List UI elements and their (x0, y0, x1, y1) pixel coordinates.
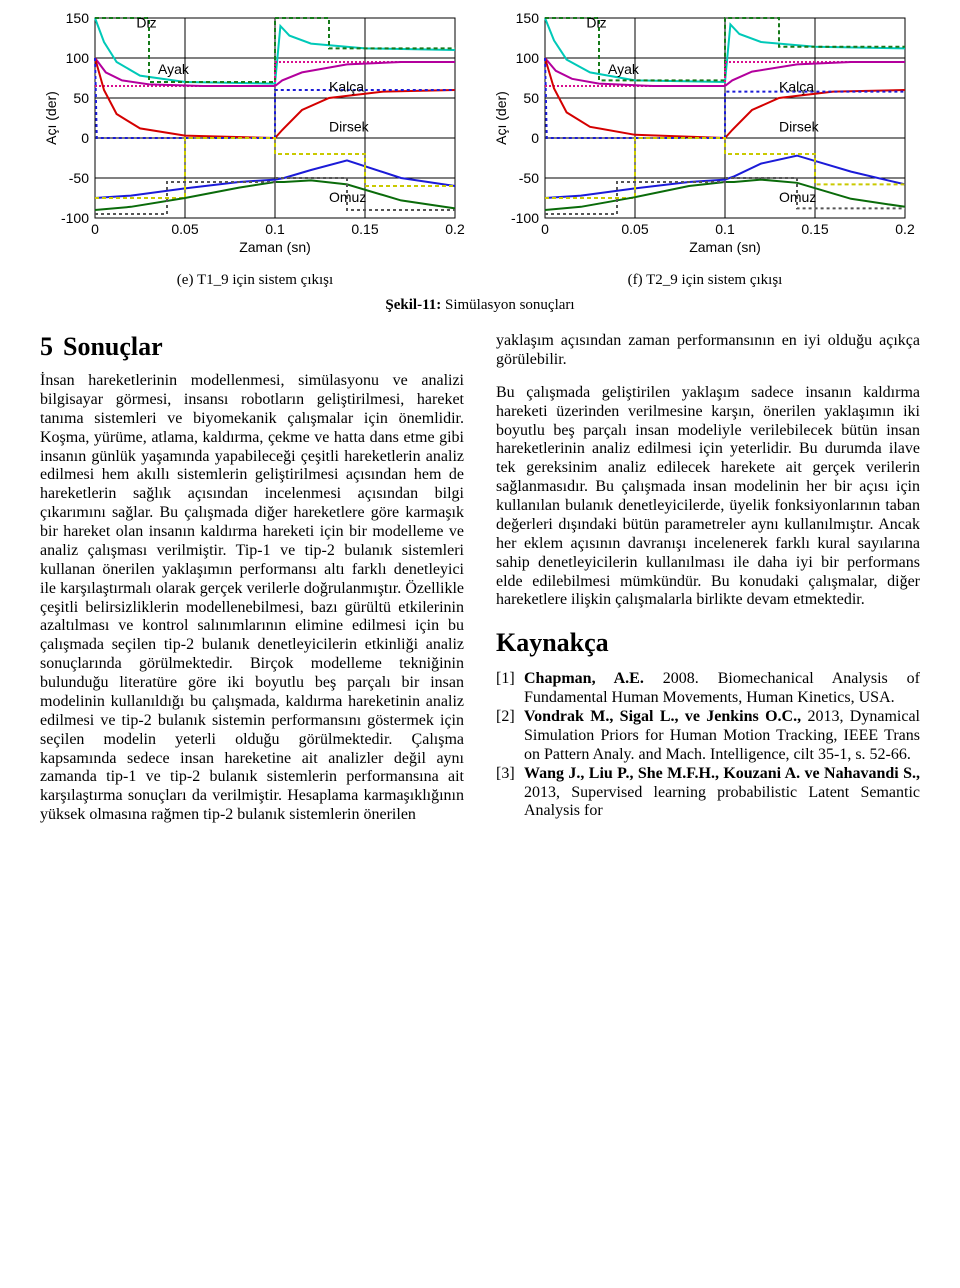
figure-label: Şekil-11: (385, 297, 441, 313)
chart-right-svg: 0 0.05 0.1 0.15 0.2 -100 -50 0 50 100 150 Zaman (sn… (490, 10, 920, 270)
chart-right-caption-prefix: (f) (628, 272, 646, 288)
right-column: yaklaşım açısından zaman performansının … (496, 332, 920, 825)
reference-item: [2]Vondrak M., Sigal L., ve Jenkins O.C.… (496, 708, 920, 765)
svg-text:0.05: 0.05 (171, 221, 198, 237)
reference-authors: Wang J., Liu P., She M.F.H., Kouzani A. … (524, 765, 920, 782)
svg-text:50: 50 (523, 90, 539, 106)
text-columns: 5 Sonuçlar İnsan hareketlerinin modellenm… (40, 332, 920, 825)
chart-right-caption: (f) T2_9 için sistem çıkışı (490, 272, 920, 289)
svg-text:Dirsek: Dirsek (329, 119, 370, 135)
svg-text:Dirsek: Dirsek (779, 119, 820, 135)
figure-caption: Şekil-11: Simülasyon sonuçları (40, 297, 920, 314)
chart-left-svg: 0 0.05 0.1 0.15 0.2 -100 -50 0 50 100 150 Zaman (sn… (40, 10, 470, 270)
svg-text:Zaman (sn): Zaman (sn) (689, 239, 761, 255)
left-paragraph: İnsan hareketlerinin modellenmesi, simül… (40, 372, 464, 825)
svg-text:50: 50 (73, 90, 89, 106)
references-heading: Kaynakça (496, 628, 920, 658)
reference-authors: Chapman, A.E. (524, 670, 644, 687)
svg-text:0: 0 (91, 221, 99, 237)
right-paragraph-part: Bu çalışmada geliştirilen yaklaşım sadec… (496, 384, 920, 611)
svg-text:Açı (der): Açı (der) (493, 91, 509, 145)
section-heading: 5 Sonuçlar (40, 332, 464, 362)
reference-number: [2] (496, 708, 524, 727)
svg-text:0.05: 0.05 (621, 221, 648, 237)
reference-number: [1] (496, 670, 524, 689)
svg-text:0.1: 0.1 (265, 221, 285, 237)
chart-left-caption-text: T1_9 için sistem çıkışı (197, 272, 333, 288)
svg-text:100: 100 (66, 50, 90, 66)
reference-number: [3] (496, 765, 524, 784)
section-title: Sonuçlar (63, 332, 163, 361)
chart-left-caption: (e) T1_9 için sistem çıkışı (40, 272, 470, 289)
right-paragraph-part: yaklaşım açısından zaman performansının … (496, 332, 920, 370)
svg-text:0.15: 0.15 (351, 221, 378, 237)
svg-text:0.2: 0.2 (445, 221, 465, 237)
svg-text:-100: -100 (61, 210, 89, 226)
svg-text:100: 100 (516, 50, 540, 66)
svg-text:0.2: 0.2 (895, 221, 915, 237)
figure-text: Simülasyon sonuçları (445, 297, 575, 313)
svg-text:0.15: 0.15 (801, 221, 828, 237)
chart-left-caption-prefix: (e) (177, 272, 197, 288)
right-paragraph: yaklaşım açısından zaman performansının … (496, 332, 920, 610)
chart-left: 0 0.05 0.1 0.15 0.2 -100 -50 0 50 100 150 Zaman (sn… (40, 10, 470, 289)
chart-right-caption-text: T2_9 için sistem çıkışı (646, 272, 782, 288)
svg-text:Açı (der): Açı (der) (43, 91, 59, 145)
svg-text:0.1: 0.1 (715, 221, 735, 237)
svg-text:Diz: Diz (136, 15, 156, 31)
svg-text:Omuz: Omuz (329, 189, 366, 205)
reference-item: [3]Wang J., Liu P., She M.F.H., Kouzani … (496, 765, 920, 822)
svg-text:0: 0 (81, 130, 89, 146)
left-column: 5 Sonuçlar İnsan hareketlerinin modellenm… (40, 332, 464, 825)
charts-row: 0 0.05 0.1 0.15 0.2 -100 -50 0 50 100 150 Zaman (sn… (40, 10, 920, 289)
svg-text:Diz: Diz (586, 15, 606, 31)
svg-text:0: 0 (531, 130, 539, 146)
svg-text:150: 150 (516, 10, 540, 26)
reference-authors: Vondrak M., Sigal L., ve Jenkins O.C., (524, 708, 801, 725)
svg-text:Kalça: Kalça (779, 79, 814, 95)
chart-right: 0 0.05 0.1 0.15 0.2 -100 -50 0 50 100 150 Zaman (sn… (490, 10, 920, 289)
references-list: [1]Chapman, A.E. 2008. Biomechanical Ana… (496, 670, 920, 821)
section-number: 5 (40, 332, 53, 361)
svg-text:Ayak: Ayak (158, 61, 190, 77)
svg-text:Omuz: Omuz (779, 189, 816, 205)
svg-text:-50: -50 (519, 170, 539, 186)
svg-text:0: 0 (541, 221, 549, 237)
reference-item: [1]Chapman, A.E. 2008. Biomechanical Ana… (496, 670, 920, 708)
svg-text:Kalça: Kalça (329, 79, 364, 95)
svg-text:150: 150 (66, 10, 90, 26)
svg-text:Ayak: Ayak (608, 61, 640, 77)
reference-body: 2013, Supervised learning probabilistic … (524, 784, 920, 820)
svg-text:-50: -50 (69, 170, 89, 186)
svg-text:Zaman (sn): Zaman (sn) (239, 239, 311, 255)
svg-text:-100: -100 (511, 210, 539, 226)
